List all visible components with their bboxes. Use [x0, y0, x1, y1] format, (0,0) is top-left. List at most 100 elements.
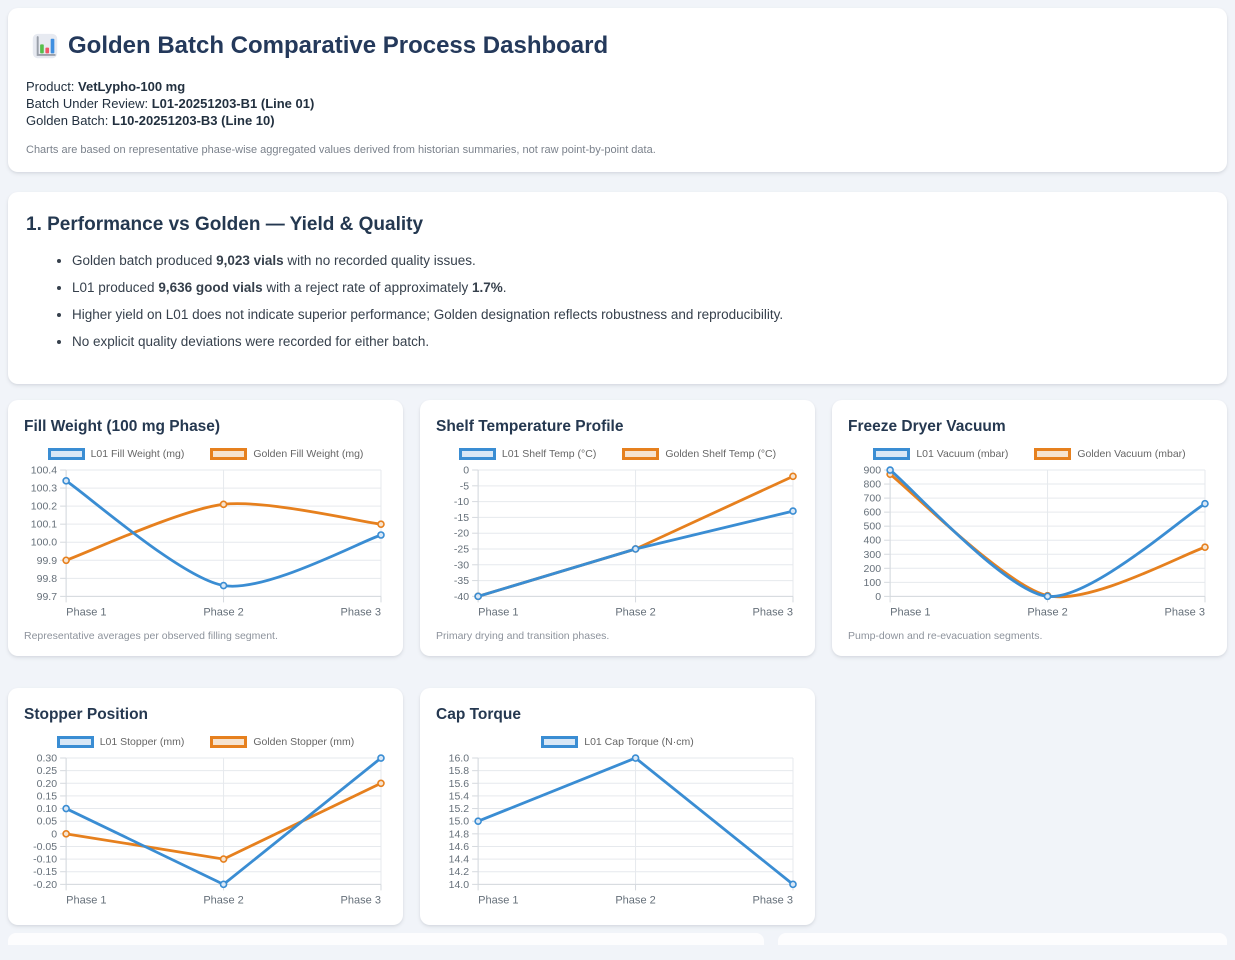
data-point: [1043, 592, 1052, 601]
x-tick-label: Phase 1: [478, 606, 518, 618]
y-tick-label: 99.9: [37, 555, 58, 567]
meta-value: L01-20251203-B1 (Line 01): [151, 96, 315, 111]
finding-text: No explicit quality deviations were reco…: [72, 334, 430, 349]
legend-swatch: [622, 448, 660, 460]
meta-value: VetLypho-100 mg: [78, 79, 186, 94]
y-tick-label: -10: [454, 496, 469, 508]
chart-canvas: 16.015.815.615.415.215.014.814.614.414.2…: [449, 753, 797, 907]
chart-caption: Primary drying and transition phases.: [436, 630, 610, 643]
chart-legend: L01 Stopper (mm) Golden Stopper (mm): [24, 736, 387, 749]
legend-item[interactable]: Golden Stopper (mm): [210, 736, 354, 749]
chart-caption: Pump-down and re-evacuation segments.: [848, 630, 1043, 643]
y-tick-label: 300: [864, 549, 882, 561]
legend-item[interactable]: L01 Cap Torque (N·cm): [541, 736, 694, 749]
meta-line: Product: VetLypho-100 mg: [26, 78, 1209, 95]
finding-item: Higher yield on L01 does not indicate su…: [72, 306, 1209, 323]
y-tick-label: -15: [454, 512, 469, 524]
legend-item[interactable]: L01 Stopper (mm): [56, 736, 184, 749]
y-tick-label: 14.6: [449, 841, 470, 853]
data-point: [377, 531, 385, 539]
meta-value: L10-20251203-B3 (Line 10): [112, 113, 275, 128]
chart-title: Cap Torque: [436, 706, 521, 724]
y-tick-label: 0.10: [37, 804, 58, 816]
y-tick-label: 16.0: [449, 753, 470, 765]
y-tick-label: 99.8: [37, 573, 58, 585]
finding-text: .: [502, 280, 507, 295]
next-row-peek: [8, 932, 1227, 945]
data-point: [631, 754, 640, 763]
y-tick-label: 0: [51, 829, 57, 841]
data-point: [886, 466, 894, 474]
y-tick-label: -25: [454, 543, 469, 555]
data-point: [474, 592, 482, 601]
data-point: [62, 830, 70, 839]
chart-card: Freeze Dryer Vacuum L01 Vacuum (mbar) Gol…: [832, 400, 1227, 657]
legend-item[interactable]: L01 Shelf Temp (°C): [458, 448, 596, 460]
finding-item: No explicit quality deviations were reco…: [72, 333, 1209, 350]
chart-card: Stopper Position L01 Stopper (mm) Golden …: [8, 688, 403, 925]
finding-highlight: 1.7%: [471, 280, 503, 295]
chart-legend: L01 Shelf Temp (°C) Golden Shelf Temp (°C…: [436, 448, 799, 460]
y-tick-label: 600: [864, 507, 882, 519]
y-tick-label: 0.20: [37, 778, 58, 790]
y-tick-label: 15.0: [449, 816, 470, 828]
y-tick-label: 700: [864, 493, 882, 505]
data-point: [377, 754, 385, 763]
data-point: [789, 472, 797, 481]
chart-legend: L01 Cap Torque (N·cm): [436, 736, 799, 749]
legend-item[interactable]: Golden Vacuum (mbar): [1034, 448, 1186, 460]
y-tick-label: 15.6: [449, 778, 470, 790]
finding-text: with no recorded quality issues.: [283, 253, 476, 268]
y-tick-label: 0.15: [37, 791, 58, 803]
data-point: [377, 779, 385, 788]
x-tick-label: Phase 3: [753, 895, 793, 907]
finding-text: Golden batch produced: [72, 253, 217, 268]
legend-swatch: [1034, 448, 1072, 460]
legend-label: Golden Fill Weight (mg): [253, 448, 364, 460]
chart-canvas: 100.4 100.3 100.2 100.1 100.0 99.9 99.8 99.7 Pha…: [31, 465, 385, 618]
meta-label: Product:: [26, 79, 79, 94]
legend-item[interactable]: Golden Fill Weight (mg): [210, 448, 363, 460]
y-tick-label: 14.2: [449, 867, 470, 879]
y-tick-label: -0.10: [33, 854, 57, 866]
batch-meta: Product: VetLypho-100 mg Batch Under Revi…: [26, 78, 1209, 129]
data-point: [62, 477, 70, 485]
legend-item[interactable]: L01 Fill Weight (mg): [47, 448, 185, 460]
data-point: [62, 556, 70, 565]
legend-swatch: [210, 448, 248, 460]
charts-grid-row-1: Fill Weight (100 mg Phase) L01 Fill Weig…: [8, 400, 1227, 657]
bar-chart-icon: [32, 33, 58, 59]
y-tick-label: 0: [875, 591, 881, 603]
x-tick-label: Phase 1: [66, 606, 106, 618]
x-tick-label: Phase 3: [753, 606, 793, 618]
chart-title: Shelf Temperature Profile: [436, 418, 624, 435]
legend-item[interactable]: Golden Shelf Temp (°C): [622, 448, 776, 460]
next-card-peek: [777, 932, 1227, 945]
data-point: [474, 817, 482, 826]
legend-swatch: [541, 736, 579, 749]
legend-item[interactable]: L01 Vacuum (mbar): [873, 448, 1008, 460]
legend-swatch: [210, 736, 248, 749]
chart-title: Stopper Position: [24, 706, 148, 724]
y-tick-label: 99.7: [37, 591, 58, 603]
data-point: [789, 880, 797, 889]
chart-caption: Representative averages per observed fil…: [24, 630, 278, 643]
y-tick-label: 0.25: [37, 766, 58, 778]
x-tick-label: Phase 2: [203, 606, 243, 618]
chart-title: Freeze Dryer Vacuum: [848, 418, 1006, 435]
chart-card: Shelf Temperature Profile L01 Shelf Temp…: [420, 400, 815, 657]
findings-list: Golden batch produced 9,023 vials with n…: [26, 252, 1209, 350]
finding-text: Higher yield on L01 does not indicate su…: [72, 307, 784, 322]
y-tick-label: 400: [864, 535, 882, 547]
data-point: [219, 500, 228, 509]
y-tick-label: 100.0: [31, 537, 57, 549]
data-point: [219, 855, 228, 864]
y-tick-label: 14.8: [449, 829, 470, 841]
chart-legend: L01 Fill Weight (mg) Golden Fill Weight (…: [24, 448, 387, 460]
y-tick-label: 900: [864, 465, 882, 477]
legend-label: L01 Fill Weight (mg): [90, 448, 185, 460]
y-tick-label: -0.20: [33, 879, 57, 891]
y-tick-label: -40: [454, 591, 469, 603]
x-tick-label: Phase 2: [615, 606, 655, 618]
